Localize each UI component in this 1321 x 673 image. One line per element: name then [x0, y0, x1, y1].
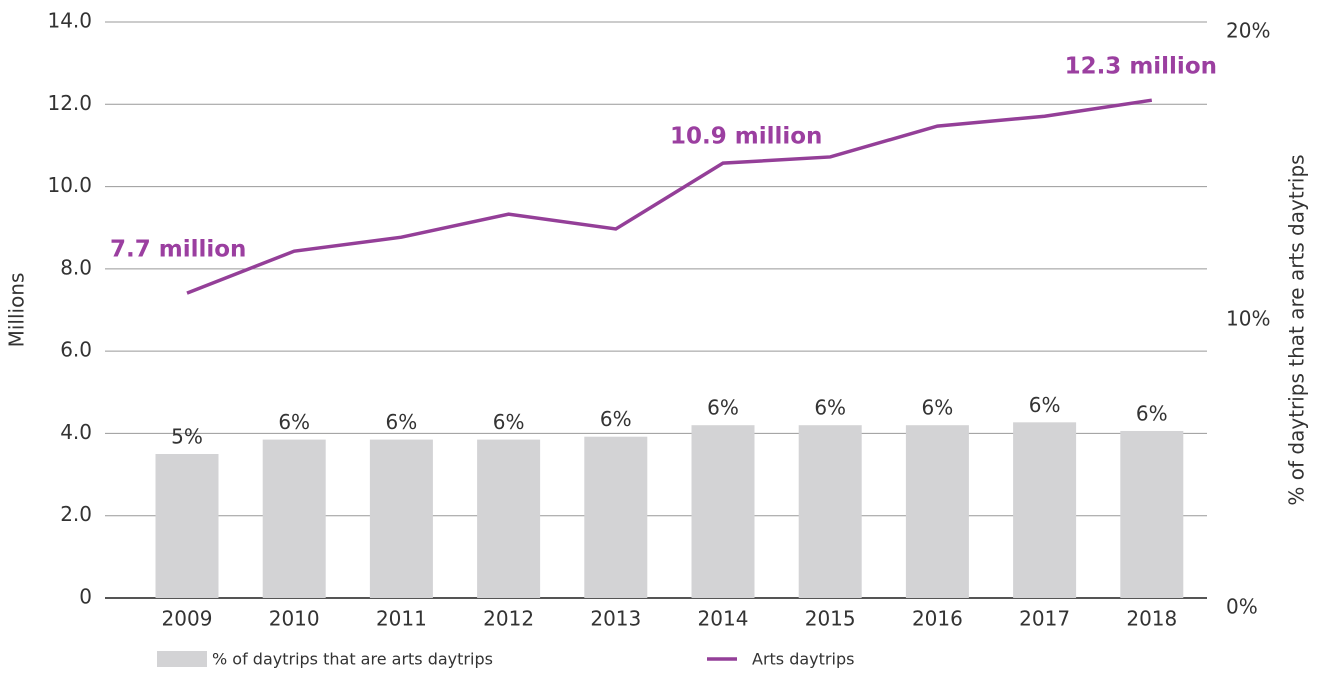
- bar-label: 6%: [814, 396, 846, 420]
- x-tick-label: 2017: [1019, 607, 1070, 631]
- legend-swatch: [157, 651, 207, 667]
- bar-label: 6%: [1136, 401, 1168, 425]
- x-tick-label: 2009: [162, 607, 213, 631]
- bar-label: 6%: [600, 407, 632, 431]
- y-tick-label: 0: [79, 585, 92, 609]
- bar: [155, 454, 219, 598]
- bar-label: 6%: [922, 396, 954, 420]
- bar-label: 6%: [1029, 393, 1061, 417]
- bar-label: 6%: [707, 396, 739, 420]
- x-tick-label: 2010: [269, 607, 320, 631]
- annotation: 12.3 million: [1065, 54, 1217, 80]
- x-tick-label: 2014: [698, 607, 749, 631]
- y-axis-label: Millions: [5, 273, 29, 348]
- y2-tick-label: 0%: [1226, 595, 1258, 619]
- x-tick-label: 2011: [376, 607, 427, 631]
- bar: [584, 436, 648, 598]
- annotation: 7.7 million: [110, 237, 246, 263]
- annotation: 10.9 million: [670, 124, 822, 150]
- legend-label: % of daytrips that are arts daytrips: [212, 650, 493, 669]
- bar-label: 6%: [278, 410, 310, 434]
- x-tick-label: 2015: [805, 607, 856, 631]
- legend-label: Arts daytrips: [752, 650, 854, 669]
- bar-label: 5%: [171, 425, 203, 449]
- bar: [905, 425, 969, 598]
- bar: [798, 425, 862, 598]
- line: [186, 98, 1153, 295]
- y-tick-label: 4.0: [60, 420, 92, 444]
- y-tick-label: 12.0: [47, 91, 92, 115]
- x-tick-label: 2013: [590, 607, 641, 631]
- y2-axis-label: % of daytrips that are arts daytrips: [1285, 154, 1309, 505]
- x-tick-label: 2012: [483, 607, 534, 631]
- x-tick-label: 2016: [912, 607, 963, 631]
- bar: [477, 439, 541, 598]
- y-tick-label: 2.0: [60, 502, 92, 526]
- bar: [369, 439, 433, 598]
- bar: [691, 425, 755, 598]
- bar: [1120, 430, 1184, 598]
- x-tick-label: 2018: [1126, 607, 1177, 631]
- y-tick-label: 8.0: [60, 255, 92, 279]
- y-tick-label: 10.0: [47, 173, 92, 197]
- y2-tick-label: 10%: [1226, 307, 1270, 331]
- y2-tick-label: 20%: [1226, 19, 1270, 43]
- y-tick-label: 14.0: [47, 9, 92, 33]
- y-tick-label: 6.0: [60, 338, 92, 362]
- bar-label: 6%: [386, 410, 418, 434]
- bar: [262, 439, 326, 598]
- bar-label: 6%: [493, 410, 525, 434]
- bar: [1013, 422, 1077, 598]
